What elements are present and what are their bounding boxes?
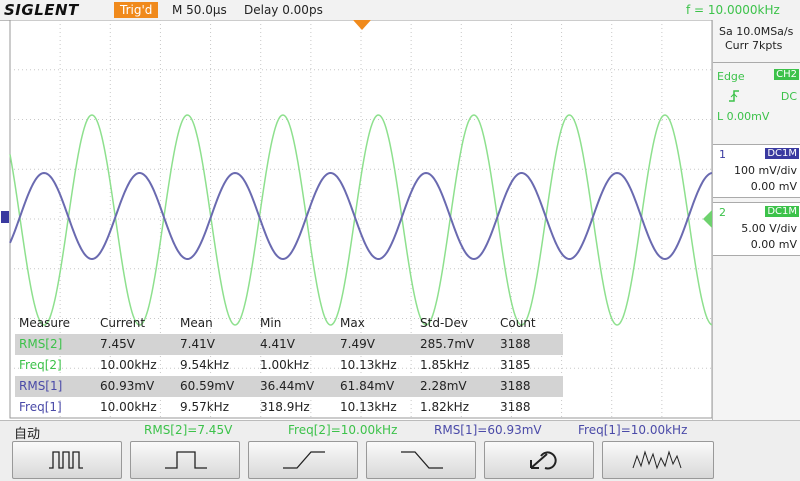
table-cell: Freq[2] xyxy=(19,358,62,372)
button-fall[interactable] xyxy=(366,441,476,479)
table-cell: 10.00kHz xyxy=(100,358,157,372)
side-panel: Sa 10.0MSa/s Curr 7kpts Edge CH2 DC L 0.… xyxy=(712,20,800,420)
channel-panel: 2 DC1M 5.00 V/div 0.00 mV xyxy=(713,202,800,256)
table-cell: 60.93mV xyxy=(100,379,155,393)
delay: Delay 0.00ps xyxy=(244,3,323,17)
table-cell: 318.9Hz xyxy=(260,400,310,414)
table-cell: 2.28mV xyxy=(420,379,467,393)
channel-number: 2 xyxy=(719,206,726,219)
button-rise[interactable] xyxy=(248,441,358,479)
table-cell: 7.41V xyxy=(180,337,215,351)
brand: SIGLENT xyxy=(4,1,79,19)
table-cell: 3188 xyxy=(500,337,531,351)
readout: RMS[1]=60.93mV xyxy=(434,423,542,437)
timebase: M 50.0μs xyxy=(172,3,227,17)
channel-scale: 100 mV/div xyxy=(734,164,797,177)
channel-number: 1 xyxy=(719,148,726,161)
channel-coupling: DC1M xyxy=(765,206,799,217)
table-cell: 61.84mV xyxy=(340,379,395,393)
trigger-level: L 0.00mV xyxy=(717,110,770,123)
table-cell: 36.44mV xyxy=(260,379,315,393)
table-cell: 1.00kHz xyxy=(260,358,309,372)
ch1-marker xyxy=(1,211,9,223)
table-cell: 10.00kHz xyxy=(100,400,157,414)
ch2-marker xyxy=(703,210,712,228)
header-cell: Count xyxy=(500,316,536,330)
header-cell: Max xyxy=(340,316,365,330)
table-row: Freq[2] 10.00kHz 9.54kHz 1.00kHz 10.13kHz 1.8… xyxy=(15,355,563,376)
sample-rate: Sa 10.0MSa/s xyxy=(719,25,794,38)
trigger-position-marker xyxy=(353,20,371,30)
frequency: f = 10.0000kHz xyxy=(686,3,780,17)
channel-scale: 5.00 V/div xyxy=(741,222,797,235)
table-row: Freq[1] 10.00kHz 9.57kHz 318.9Hz 10.13kHz 1.8… xyxy=(15,397,563,418)
ch2-waveform xyxy=(9,114,712,326)
table-cell: RMS[2] xyxy=(19,337,63,351)
table-cell: Freq[1] xyxy=(19,400,62,414)
channel-offset: 0.00 mV xyxy=(750,238,797,251)
channel-coupling: DC1M xyxy=(765,148,799,159)
trigger-coupling: DC xyxy=(780,90,797,103)
table-cell: 7.49V xyxy=(340,337,375,351)
trigger-panel: Edge CH2 DC L 0.00mV xyxy=(713,62,800,133)
table-cell: 10.13kHz xyxy=(340,358,397,372)
header-cell: Std-Dev xyxy=(420,316,468,330)
header-cell: Mean xyxy=(180,316,213,330)
channel-offset: 0.00 mV xyxy=(750,180,797,193)
footer: 自动 RMS[2]=7.45V Freq[2]=10.00kHz RMS[1]=60… xyxy=(0,420,800,481)
readout: Freq[2]=10.00kHz xyxy=(288,423,398,437)
measure-table: Measure Current Mean Min Max Std-Dev Count RMS[… xyxy=(15,313,563,418)
table-cell: 3185 xyxy=(500,358,531,372)
mode: 自动 xyxy=(14,427,41,442)
table-row: RMS[2] 7.45V 7.41V 4.41V 7.49V 285.7mV 3188 xyxy=(15,334,563,355)
edge-icon xyxy=(729,90,739,102)
table-cell: 285.7mV xyxy=(420,337,475,351)
table-cell: 4.41V xyxy=(260,337,295,351)
table-cell: RMS[1] xyxy=(19,379,63,393)
table-cell: 3188 xyxy=(500,400,531,414)
table-header: Measure Current Mean Min Max Std-Dev Count xyxy=(15,313,563,334)
table-cell: 7.45V xyxy=(100,337,135,351)
header-cell: Measure xyxy=(19,316,70,330)
button-width[interactable] xyxy=(130,441,240,479)
table-cell: 1.85kHz xyxy=(420,358,469,372)
table-cell: 3188 xyxy=(500,379,531,393)
top-bar: SIGLENT Trig'd M 50.0μs Delay 0.00ps f =… xyxy=(0,0,800,21)
readout: RMS[2]=7.45V xyxy=(144,423,233,437)
trigger-type: Edge xyxy=(717,70,745,83)
header-cell: Current xyxy=(100,316,146,330)
trigger-status: Trig'd xyxy=(114,2,159,18)
button-pulse[interactable] xyxy=(12,441,122,479)
header-cell: Min xyxy=(260,316,282,330)
table-cell: 1.82kHz xyxy=(420,400,469,414)
readout: Freq[1]=10.00kHz xyxy=(578,423,688,437)
table-cell: 60.59mV xyxy=(180,379,235,393)
memory-depth: Curr 7kpts xyxy=(725,39,783,52)
table-row: RMS[1] 60.93mV 60.59mV 36.44mV 61.84mV 2.28mV… xyxy=(15,376,563,397)
button-more[interactable] xyxy=(602,441,714,479)
table-cell: 9.57kHz xyxy=(180,400,229,414)
trigger-source: CH2 xyxy=(774,69,799,80)
grid xyxy=(10,20,712,418)
table-cell: 9.54kHz xyxy=(180,358,229,372)
ch1-waveform xyxy=(9,171,712,261)
table-cell: 10.13kHz xyxy=(340,400,397,414)
channel-panel: 1 DC1M 100 mV/div 0.00 mV xyxy=(713,144,800,198)
button-back[interactable] xyxy=(484,441,594,479)
